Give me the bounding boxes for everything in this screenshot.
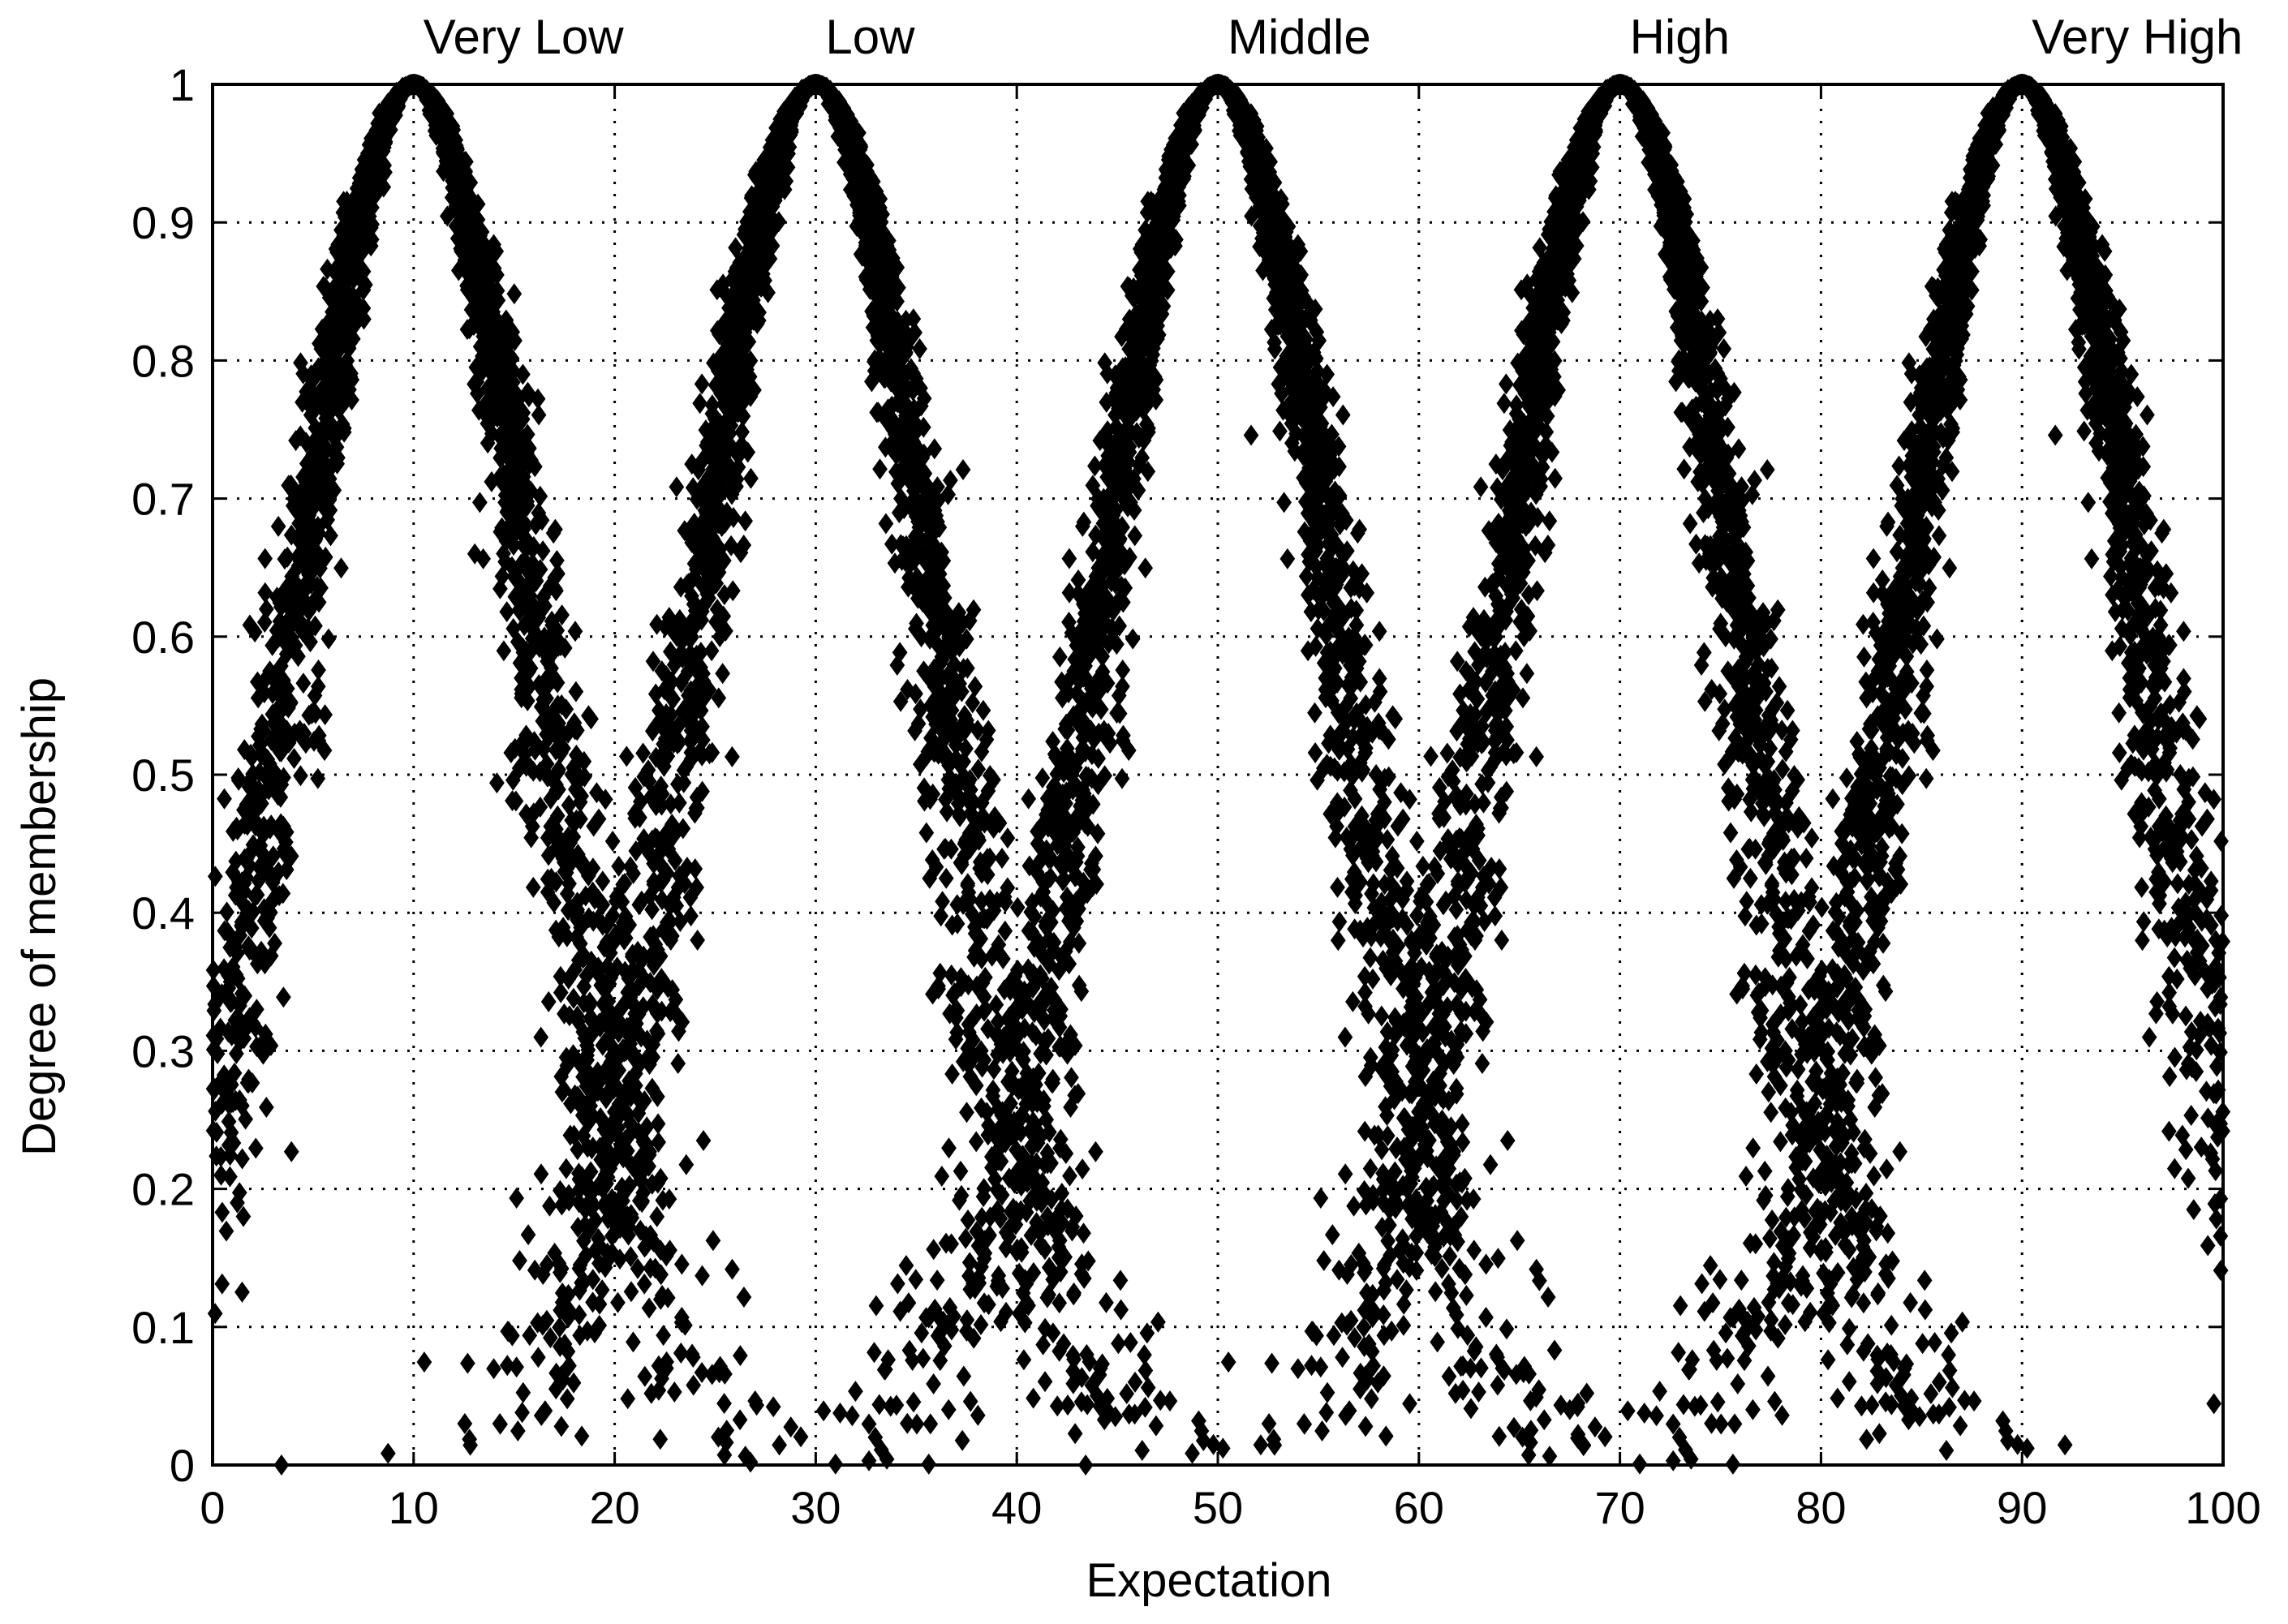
y-tick-label: 0 [170,1440,195,1491]
x-tick-label: 70 [1594,1482,1645,1533]
y-tick-label: 0.6 [131,612,195,663]
axes-frame [211,83,2225,1467]
x-tick-label: 100 [2185,1482,2260,1533]
x-tick-label: 10 [389,1482,439,1533]
x-axis-label: Expectation [1086,1554,1331,1607]
x-tick-label: 90 [1997,1482,2047,1533]
x-tick-label: 20 [589,1482,639,1533]
x-tick-label: 50 [1193,1482,1243,1533]
y-tick-label: 1 [170,59,195,110]
plot-frame [211,83,2225,1467]
y-tick-label: 0.7 [131,474,195,525]
x-tick-label: 0 [200,1482,225,1533]
x-tick-label: 40 [991,1482,1042,1533]
x-tick-label: 60 [1394,1482,1444,1533]
y-tick-labels: 0 0.1 0.2 0.3 0.4 0.5 0.6 0.7 0.8 0.9 1 [131,59,195,1491]
y-tick-label: 0.8 [131,335,195,386]
x-tick-labels: 0 10 20 30 40 50 60 70 80 90 100 [200,1482,2260,1533]
x-tick-label: 30 [790,1482,841,1533]
y-tick-label: 0.5 [131,750,195,801]
y-tick-label: 0.3 [131,1025,195,1076]
term-labels: Very Low Low Middle High Very High [424,10,2243,64]
y-tick-label: 0.4 [131,887,195,939]
y-axis-label: Degree of membership [13,677,66,1156]
x-tick-label: 80 [1796,1482,1846,1533]
term-label: High [1630,10,1730,64]
term-label: Low [825,10,915,64]
y-tick-label: 0.9 [131,197,195,248]
scatter-drops [205,74,2231,1476]
y-tick-label: 0.1 [131,1302,195,1353]
term-label: Very High [2032,10,2243,64]
term-label: Middle [1228,10,1371,64]
term-label: Very Low [424,10,624,64]
y-tick-label: 0.2 [131,1164,195,1215]
scatter-points [205,74,2231,1476]
